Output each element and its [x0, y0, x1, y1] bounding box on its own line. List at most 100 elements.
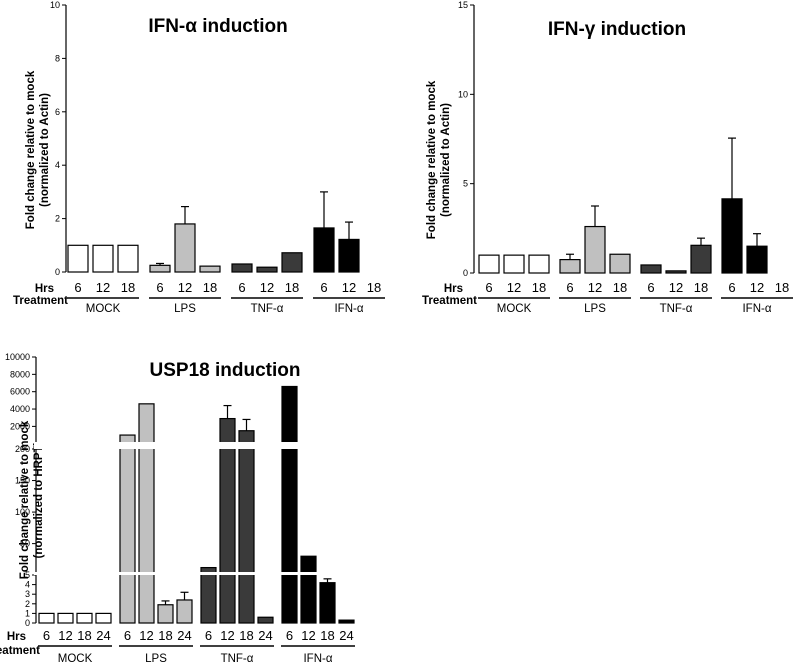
usp18-bar-lps-12	[138, 403, 155, 624]
ifn-gamma-bar-tnf-α-12	[665, 270, 687, 274]
usp18-bar-lps-6	[119, 434, 136, 624]
usp18-y-tick-label: 2	[25, 599, 30, 609]
ifn-alpha-hrs-tick: 18	[203, 280, 217, 295]
ifn-gamma-bar-lps-6	[559, 259, 581, 274]
usp18-hrs-tick: 12	[301, 628, 315, 643]
usp18-title: USP18 induction	[150, 360, 301, 381]
usp18-hrs-tick: 18	[239, 628, 253, 643]
usp18-hrs-tick: 24	[96, 628, 110, 643]
ifn-alpha-ylabel: Fold change relative to mock (normalized …	[25, 70, 51, 229]
ifn-alpha-bar-tnf-α-6	[231, 263, 253, 273]
usp18-group-label: MOCK	[58, 653, 93, 665]
ifn-gamma-hrs-tick: 6	[485, 280, 492, 295]
ifn-gamma-ylabel: Fold change relative to mock (normalized …	[426, 80, 452, 239]
ifn-alpha-bar-lps-6	[149, 264, 171, 273]
ifn-alpha-treatment-label: Treatment	[13, 295, 68, 307]
ifn-gamma-hrs-tick: 12	[669, 280, 683, 295]
usp18-bar-mock-12	[57, 612, 74, 624]
ifn-gamma-bar-lps-12	[584, 225, 606, 274]
ifn-gamma-hrs-tick: 12	[507, 280, 521, 295]
ifn-alpha-bar-mock-6	[67, 244, 89, 273]
ifn-alpha-group-label: MOCK	[86, 303, 121, 315]
usp18-y-tick-label: 10000	[5, 352, 30, 362]
usp18-hrs-tick: 12	[58, 628, 72, 643]
ifn-gamma-bar-ifn-α-12	[746, 245, 768, 274]
usp18-y-tick-label: 0	[25, 618, 30, 628]
usp18-hrs-tick: 6	[286, 628, 293, 643]
ifn-alpha-y-tick-label: 6	[55, 107, 60, 117]
usp18-y-tick-label: 100	[15, 507, 30, 517]
usp18-hrs-tick: 6	[43, 628, 50, 643]
ifn-gamma-treatment-label: Treatment	[422, 295, 477, 307]
ifn-gamma-hrs-tick: 6	[728, 280, 735, 295]
ifn-alpha-hrs-tick: 6	[74, 280, 81, 295]
usp18-axis-break	[34, 442, 758, 449]
ifn-alpha-hrs-tick: 18	[121, 280, 135, 295]
ifn-alpha-bar-lps-12	[174, 223, 196, 273]
ifn-gamma-hrs-tick: 6	[566, 280, 573, 295]
ifn-alpha-hrs-tick: 12	[260, 280, 274, 295]
ifn-gamma-y-tick-label: 15	[458, 0, 468, 10]
ifn-gamma-chart: IFN-γ induction Fold change relative to …	[422, 0, 793, 315]
ifn-gamma-hrs-tick: 6	[647, 280, 654, 295]
ifn-alpha-y-tick-label: 0	[55, 267, 60, 277]
usp18-hrs-tick: 24	[177, 628, 191, 643]
usp18-bar-tnf-α-12	[219, 417, 236, 624]
ifn-alpha-chart: IFN-α induction Fold change relative to …	[13, 0, 385, 315]
ifn-alpha-y-tick-label: 4	[55, 160, 60, 170]
ifn-gamma-hrs-tick: 18	[613, 280, 627, 295]
usp18-y-tick-label: 200	[15, 444, 30, 454]
ifn-gamma-hrs-tick: 18	[532, 280, 546, 295]
ifn-gamma-hrs-label: Hrs	[444, 283, 463, 295]
usp18-ylabel-line-2: (normalized to HRPT)	[33, 441, 45, 558]
ifn-alpha-title: IFN-α induction	[148, 16, 287, 37]
usp18-y-tick-label: 1	[25, 608, 30, 618]
usp18-bar-tnf-α-6	[200, 566, 217, 624]
usp18-y-tick-label: 150	[15, 476, 30, 486]
ifn-alpha-y-tick-label: 2	[55, 214, 60, 224]
usp18-y-tick-label: 2000	[10, 421, 30, 431]
ifn-gamma-bar-tnf-α-18	[690, 244, 712, 274]
ifn-alpha-group-label: TNF-α	[251, 303, 284, 315]
usp18-y-tick-label: 4	[25, 580, 30, 590]
usp18-y-tick-label: 6000	[10, 387, 30, 397]
usp18-bar-ifn-α-12	[300, 555, 317, 624]
usp18-bar-ifn-α-18	[319, 582, 336, 624]
usp18-ylabel-line-1: Fold change relative to mock	[19, 420, 31, 579]
ifn-alpha-bar-tnf-α-18	[281, 252, 303, 273]
ifn-gamma-ylabel-line-2: (normalized to Actin)	[440, 103, 452, 217]
usp18-y-tick-label: 3	[25, 589, 30, 599]
usp18-hrs-label: Hrs	[7, 631, 26, 643]
usp18-hrs-tick: 24	[339, 628, 353, 643]
usp18-chart: USP18 induction Fold change relative to …	[0, 352, 758, 665]
ifn-gamma-hrs-tick: 18	[694, 280, 708, 295]
usp18-bar-mock-6	[38, 612, 55, 624]
ifn-gamma-group-label: LPS	[584, 303, 606, 315]
usp18-y-tick-label: 5	[25, 570, 30, 580]
ifn-alpha-hrs-label: Hrs	[35, 283, 54, 295]
usp18-hrs-tick: 24	[258, 628, 272, 643]
usp18-hrs-tick: 12	[220, 628, 234, 643]
ifn-gamma-bar-mock-12	[503, 254, 525, 274]
usp18-bar-tnf-α-24	[257, 616, 274, 624]
ifn-alpha-bar-tnf-α-12	[256, 266, 278, 273]
usp18-bar-lps-18	[157, 604, 174, 624]
ifn-gamma-bar-tnf-α-6	[640, 264, 662, 274]
usp18-bar-mock-24	[95, 612, 112, 624]
ifn-gamma-group-label: TNF-α	[660, 303, 693, 315]
usp18-bar-lps-24	[176, 599, 193, 624]
usp18-bar-ifn-α-24	[338, 619, 355, 624]
ifn-alpha-group-label: LPS	[174, 303, 196, 315]
ifn-gamma-bar-ifn-α-6	[721, 198, 743, 274]
usp18-y-tick-label: 4000	[10, 404, 30, 414]
ifn-gamma-y-tick-label: 5	[463, 179, 468, 189]
ifn-gamma-ylabel-line-1: Fold change relative to mock	[426, 80, 438, 239]
usp18-hrs-tick: 12	[139, 628, 153, 643]
ifn-alpha-group-label: IFN-α	[334, 303, 363, 315]
usp18-hrs-tick: 18	[77, 628, 91, 643]
ifn-gamma-bar-mock-6	[478, 254, 500, 274]
usp18-hrs-tick: 6	[205, 628, 212, 643]
ifn-gamma-hrs-tick: 12	[750, 280, 764, 295]
ifn-gamma-y-tick-label: 10	[458, 89, 468, 99]
